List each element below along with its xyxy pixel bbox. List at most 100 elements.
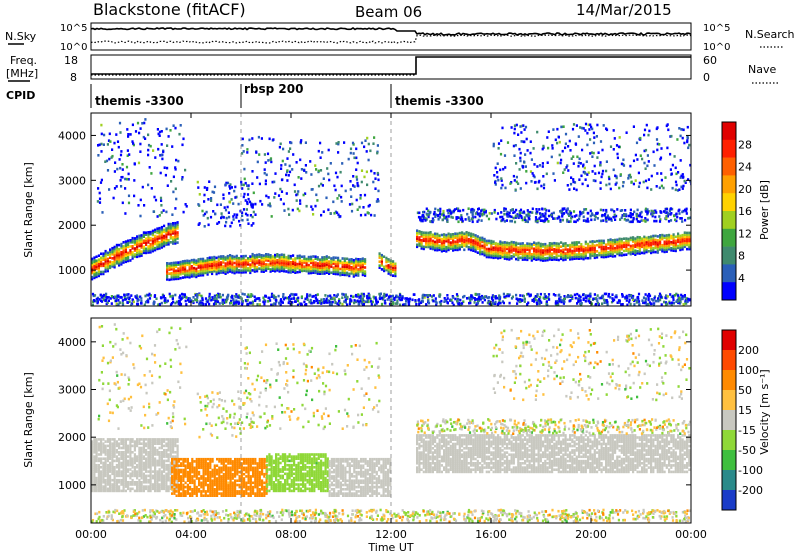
power-cell-3215 (560, 158, 563, 162)
power-cell-1508 (517, 252, 520, 256)
power-cell-4508 (117, 303, 120, 306)
power-cell-3570 (584, 294, 587, 297)
power-cell-755 (271, 267, 274, 270)
power-cell-700 (256, 267, 259, 271)
nave-label: Nave (748, 63, 776, 76)
power-cell-2319 (230, 221, 233, 225)
power-cell-1341 (472, 249, 475, 252)
power-cell-7 (91, 261, 94, 265)
power-cell-91 (111, 248, 114, 252)
power-cell-3094 (508, 211, 511, 215)
power-cell-3436 (642, 180, 645, 184)
power-cell-4152 (109, 297, 112, 300)
power-cell-1085 (364, 266, 367, 269)
power-cell-2958 (539, 219, 542, 222)
power-cell-2536 (283, 209, 286, 212)
power-cell-1444 (499, 246, 502, 250)
power-cell-2361 (239, 224, 242, 227)
power-cell-1530 (524, 256, 527, 259)
power-cell-633 (235, 258, 238, 262)
power-cell-4312 (626, 296, 629, 300)
power-cell-135 (122, 259, 125, 262)
nsky-tick-bottom: 10^0 (60, 42, 87, 53)
power-cell-2751 (427, 215, 430, 219)
power-cell-3064 (655, 219, 658, 223)
velocity-cell-4615 (95, 478, 98, 482)
power-cell-2024 (665, 238, 668, 241)
velocity-cell-4761 (111, 487, 114, 491)
power-cell-1588 (539, 254, 542, 258)
power-cell-1959 (647, 241, 650, 245)
velocity-cell-4733 (106, 448, 109, 452)
power-cell-1131 (392, 264, 395, 267)
velocity-cell-4914 (127, 468, 130, 471)
power-cell-2897 (685, 207, 688, 211)
power-cell-3253 (589, 152, 592, 155)
power-cell-3321 (616, 156, 619, 160)
velocity-cell-4609 (93, 438, 96, 441)
power-cell-2265 (121, 168, 124, 171)
power-cell-189 (136, 253, 139, 256)
power-cell-3089 (658, 220, 662, 223)
velocity-cell-4869 (122, 470, 125, 473)
power-cell-3959 (362, 292, 365, 296)
power-cell-112 (115, 245, 118, 249)
power-cell-298 (160, 240, 163, 243)
power-cell-3470 (515, 175, 518, 179)
power-cell-1031 (348, 260, 351, 264)
power-cell-3738 (147, 298, 150, 301)
power-cell-757 (271, 263, 274, 266)
power-cell-895 (310, 259, 313, 263)
power-cell-678 (249, 263, 252, 266)
power-cell-557 (215, 262, 218, 266)
power-cell-1496 (512, 241, 515, 244)
power-cell-1264 (449, 237, 452, 240)
power-cell-3656 (527, 301, 530, 305)
power-cell-4346 (659, 298, 662, 302)
power-cell-3941 (270, 292, 274, 296)
velocity-cell-4835 (118, 457, 121, 460)
power-cell-1934 (641, 245, 644, 249)
power-cell-4389 (391, 294, 394, 298)
power-cell-3517 (562, 302, 565, 305)
power-cell-1130 (392, 266, 395, 269)
power-cell-1599 (542, 251, 545, 254)
velocity-cell-4831 (118, 466, 121, 469)
power-cell-466 (190, 265, 193, 268)
velocity-cell-4692 (102, 444, 105, 448)
power-cell-1195 (429, 231, 432, 234)
power-cell-591 (224, 258, 227, 261)
power-cell-2242 (137, 204, 140, 207)
power-cell-2965 (666, 214, 669, 218)
power-cell-846 (296, 270, 299, 274)
power-cell-3161 (570, 157, 573, 160)
power-cell-1301 (461, 245, 464, 248)
power-cell-2083 (683, 239, 686, 243)
velocity-cell-4631 (95, 438, 98, 441)
power-cell-149 (124, 250, 127, 253)
power-cell-87 (111, 261, 114, 264)
power-cell-2382 (285, 173, 288, 177)
velocity-cell-4661 (100, 472, 103, 476)
power-cell-4421 (316, 301, 319, 305)
power-cell-2269 (144, 137, 147, 140)
power-cell-2279 (198, 193, 201, 196)
power-cell-400 (172, 267, 175, 271)
power-cell-2825 (528, 214, 531, 218)
power-cell-4379 (360, 297, 363, 300)
power-cell-2011 (663, 248, 666, 252)
power-cell-1731 (580, 249, 583, 252)
power-cell-244 (147, 235, 150, 238)
power-cell-977 (332, 258, 335, 261)
power-cell-3696 (491, 299, 494, 302)
power-cell-2226 (166, 184, 169, 187)
power-cell-4551 (687, 297, 690, 301)
power-cell-2023 (665, 240, 668, 243)
velocity-cell-4689 (102, 451, 105, 454)
power-cell-4190 (507, 294, 510, 298)
power-cell-1790 (598, 239, 601, 243)
power-cell-3433 (683, 141, 686, 145)
power-cell-1113 (387, 270, 390, 273)
power-cell-690 (253, 270, 256, 273)
power-cell-166 (129, 251, 132, 254)
